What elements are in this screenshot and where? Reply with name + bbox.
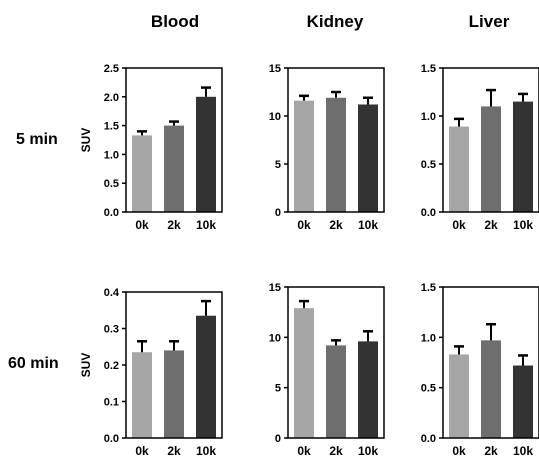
x-tick-label: 10k: [358, 218, 378, 232]
y-tick-label: 0.3: [104, 324, 119, 336]
y-tick-label: 10: [269, 332, 281, 344]
column-title-liver: Liver: [468, 12, 510, 31]
bar-0k: [132, 352, 152, 438]
bar-10k: [358, 341, 378, 438]
y-tick-label: 0.5: [421, 159, 436, 171]
y-tick-label: 5: [275, 383, 281, 395]
y-tick-label: 1.5: [421, 63, 436, 75]
bar-10k: [513, 365, 533, 438]
y-axis-label: SUV: [79, 128, 93, 153]
x-tick-label: 0k: [297, 218, 311, 232]
bar-2k: [481, 340, 501, 438]
y-tick-label: 10: [269, 111, 281, 123]
x-tick-label: 2k: [329, 218, 343, 232]
y-tick-label: 1.0: [421, 332, 436, 344]
bar-2k: [326, 97, 346, 212]
x-tick-label: 10k: [196, 444, 216, 458]
y-tick-label: 1.0: [421, 111, 436, 123]
bar-0k: [294, 308, 314, 438]
plot-frame: [287, 286, 385, 439]
bar-2k: [164, 125, 184, 212]
bar-2k: [481, 106, 501, 212]
y-tick-label: 2.0: [104, 92, 119, 104]
x-tick-label: 10k: [358, 444, 378, 458]
y-tick-label: 0.1: [104, 397, 119, 409]
plot-frame: [442, 286, 539, 439]
y-tick-label: 1.5: [104, 121, 119, 133]
x-tick-label: 10k: [513, 218, 533, 232]
plot-frame: [287, 67, 385, 213]
y-tick-label: 0.0: [421, 207, 436, 219]
column-title-blood: Blood: [150, 12, 200, 31]
plot-frame: [442, 67, 539, 213]
bar-10k: [196, 315, 216, 438]
y-tick-label: 0.0: [104, 207, 119, 219]
column-title-kidney: Kidney: [306, 12, 364, 31]
x-tick-label: 2k: [484, 218, 498, 232]
y-tick-label: 0: [275, 207, 281, 219]
x-tick-label: 2k: [167, 444, 181, 458]
y-tick-label: 0.2: [104, 360, 119, 372]
y-tick-label: 2.5: [104, 63, 119, 75]
x-tick-label: 0k: [452, 444, 466, 458]
y-tick-label: 0.5: [104, 178, 119, 190]
y-tick-label: 1.5: [421, 282, 436, 294]
y-tick-label: 0.0: [104, 433, 119, 445]
bar-0k: [449, 126, 469, 212]
row-label-60min: 60 min: [8, 355, 59, 372]
y-tick-label: 5: [275, 159, 281, 171]
y-tick-label: 0.4: [104, 287, 120, 299]
y-tick-label: 15: [269, 63, 281, 75]
x-tick-label: 2k: [167, 218, 181, 232]
bar-2k: [164, 350, 184, 438]
x-tick-label: 0k: [452, 218, 466, 232]
y-tick-label: 0.0: [421, 433, 436, 445]
bar-2k: [326, 345, 346, 438]
y-tick-label: 15: [269, 282, 281, 294]
bar-0k: [294, 100, 314, 212]
x-tick-label: 0k: [297, 444, 311, 458]
bar-10k: [358, 104, 378, 212]
plot-frame: [125, 67, 223, 213]
bar-10k: [196, 96, 216, 212]
y-tick-label: 1.0: [104, 149, 119, 161]
x-tick-label: 2k: [329, 444, 343, 458]
bar-0k: [449, 354, 469, 438]
x-tick-label: 0k: [135, 444, 149, 458]
y-tick-label: 0: [275, 433, 281, 445]
row-label-5min: 5 min: [16, 131, 58, 148]
y-tick-label: 0.5: [421, 383, 436, 395]
x-tick-label: 10k: [196, 218, 216, 232]
x-tick-label: 10k: [513, 444, 533, 458]
x-tick-label: 0k: [135, 218, 149, 232]
bar-0k: [132, 135, 152, 212]
x-tick-label: 2k: [484, 444, 498, 458]
y-axis-label: SUV: [79, 353, 93, 378]
bar-10k: [513, 101, 533, 212]
